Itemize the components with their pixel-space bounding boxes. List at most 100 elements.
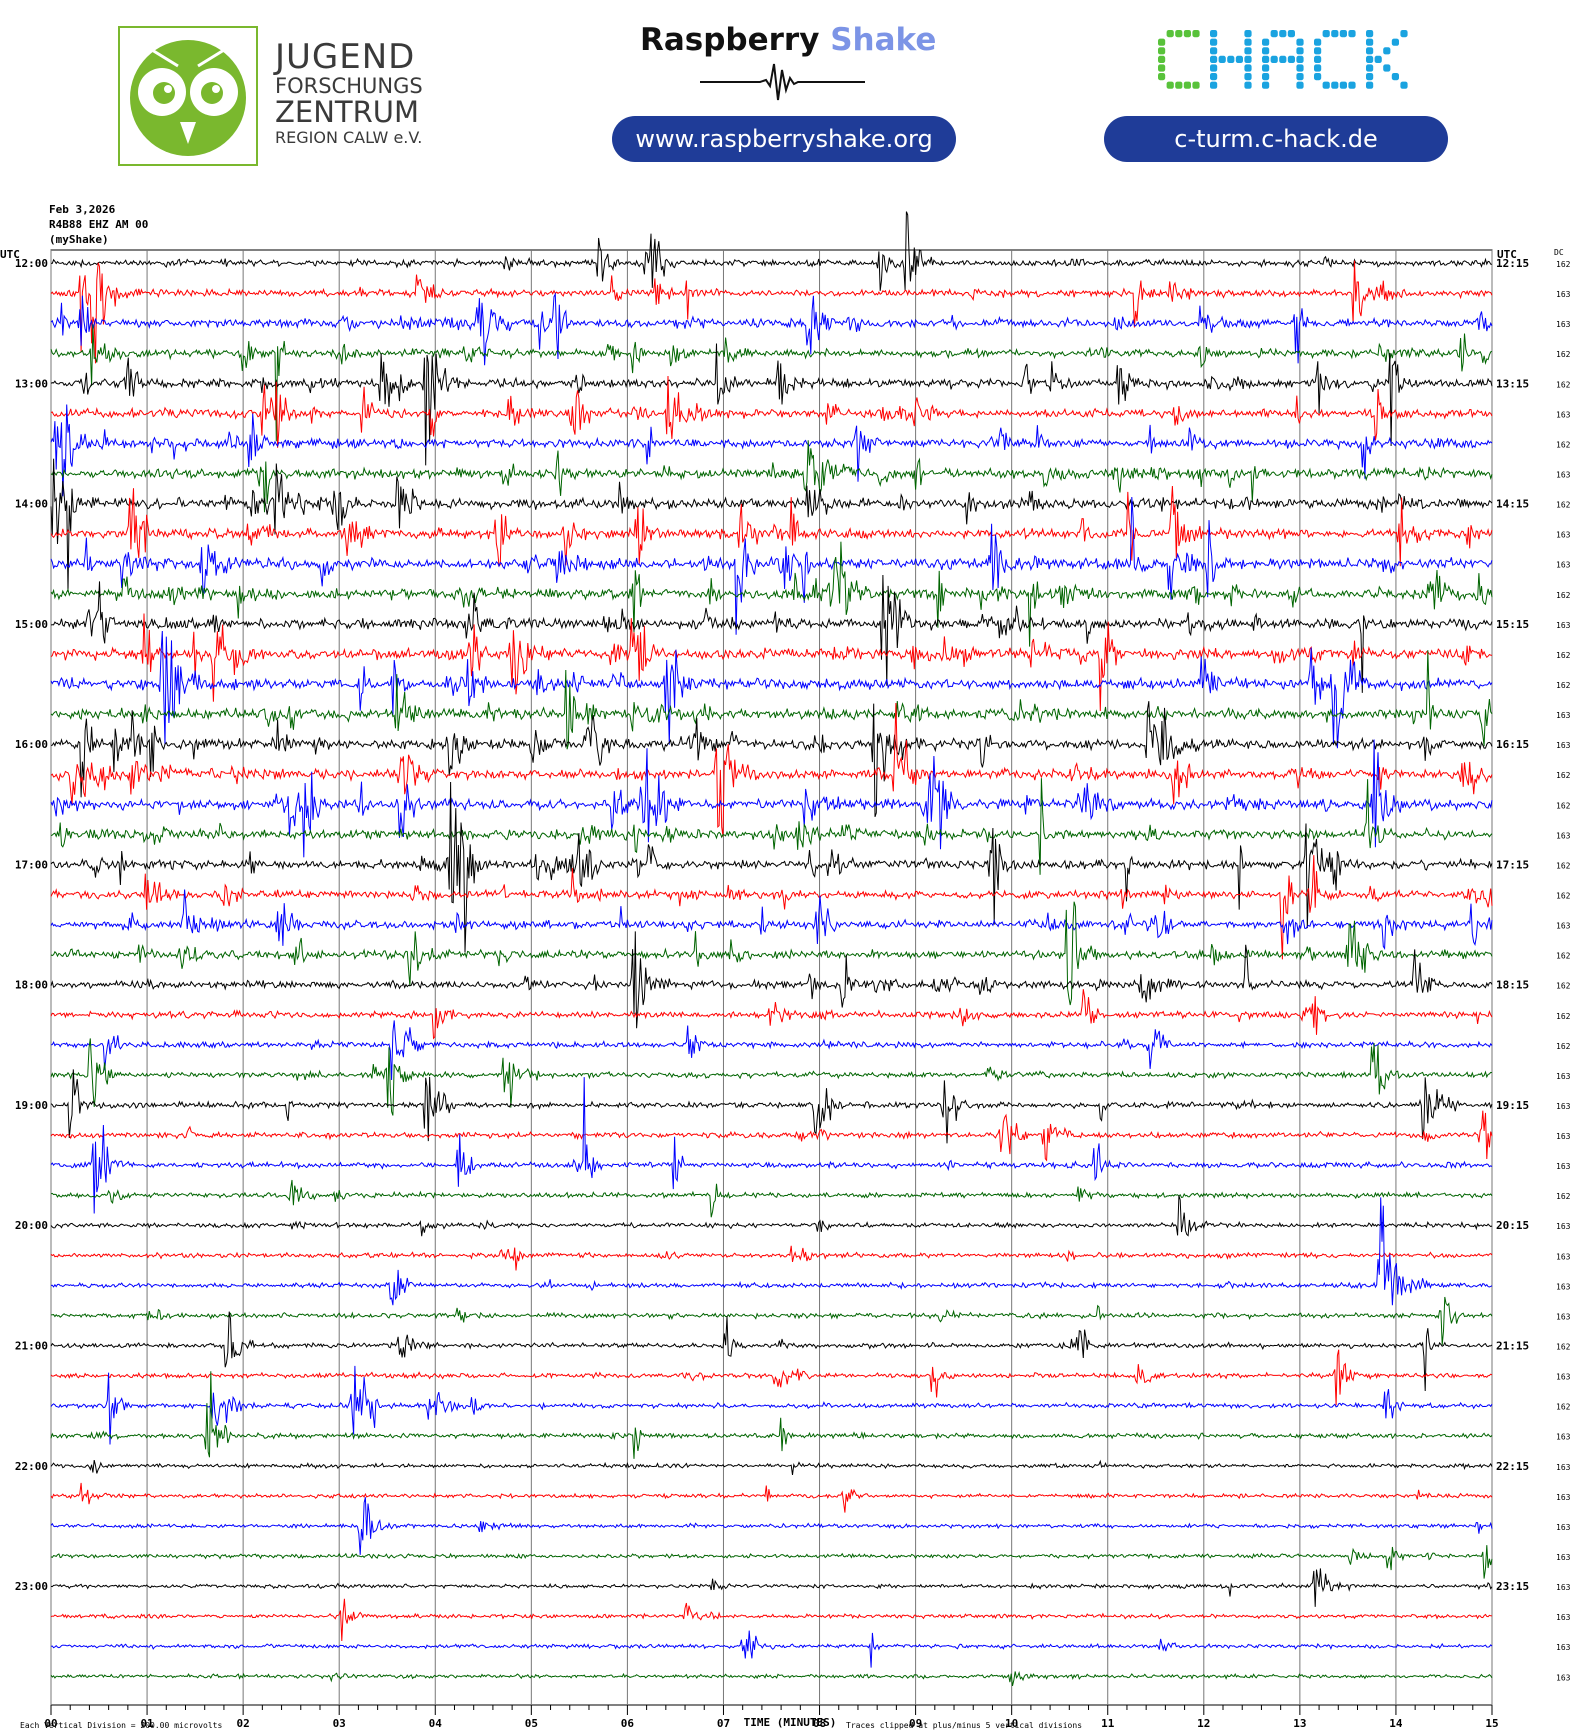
dc-value: 16300 (1556, 1433, 1570, 1442)
hour-label-right: 23:15 (1496, 1580, 1529, 1593)
seismic-trace (50, 458, 1493, 592)
chack-logo-dot (1270, 55, 1278, 63)
seismo-wave-icon (700, 63, 865, 101)
dc-column-title: DC (1554, 248, 1564, 257)
chack-logo-dot (1192, 81, 1200, 89)
chack-logo (1158, 30, 1408, 89)
rs-title-part1: Raspberry (640, 22, 820, 58)
seismic-trace (50, 1195, 1493, 1237)
dc-value: 16298 (1556, 1403, 1570, 1412)
chack-logo-dot (1314, 55, 1322, 63)
seismic-trace (50, 343, 1493, 466)
hour-label-right: 18:15 (1496, 979, 1529, 992)
hour-label-left: 15:00 (15, 618, 48, 631)
x-axis-title: TIME (MINUTES) (744, 1716, 837, 1729)
chack-logo-dot (1314, 38, 1322, 46)
chack-logo-dot (1339, 81, 1347, 89)
chack-logo-dot (1322, 30, 1330, 38)
hour-label-right: 17:15 (1496, 858, 1529, 871)
chack-logo-dot (1210, 55, 1218, 63)
rs-url-link[interactable]: www.raspberryshake.org (612, 116, 956, 162)
seismic-trace (50, 1630, 1493, 1668)
chack-logo-dot (1262, 38, 1270, 46)
hour-label-right: 15:15 (1496, 618, 1529, 631)
dc-value: 16301 (1556, 741, 1570, 750)
seismic-trace (50, 781, 1493, 953)
chack-logo-dot (1374, 55, 1382, 63)
chack-logo-dot (1270, 30, 1278, 38)
hour-label-right: 21:15 (1496, 1340, 1529, 1353)
chack-url-link[interactable]: c-turm.c-hack.de (1104, 116, 1448, 162)
footer-scale-note: Each Vertical Division = 200.00 microvol… (20, 1721, 222, 1730)
chack-logo-dot (1339, 30, 1347, 38)
chack-logo-dot (1158, 64, 1166, 72)
right-axis-title: UTC (1497, 248, 1517, 261)
dc-value: 16300 (1556, 1282, 1570, 1291)
chack-logo-dot (1348, 81, 1356, 89)
dc-value: 16280 (1556, 952, 1570, 961)
chack-logo-dot (1244, 30, 1252, 38)
plot-frame (50, 249, 1493, 1706)
chack-logo-dot (1227, 55, 1235, 63)
hour-label-right: 14:15 (1496, 498, 1529, 511)
seismic-trace (50, 1296, 1493, 1346)
chack-logo-dot (1210, 38, 1218, 46)
hour-label-left: 21:00 (15, 1340, 48, 1353)
seismic-trace (50, 574, 1493, 693)
dc-value: 16302 (1556, 1523, 1570, 1532)
chack-logo-dot (1210, 81, 1218, 89)
seismic-trace (50, 1179, 1493, 1218)
dc-value: 16305 (1556, 561, 1570, 570)
seismic-trace (50, 1545, 1493, 1579)
seismic-trace (50, 1568, 1493, 1607)
dc-value: 16297 (1556, 380, 1570, 389)
chack-logo-dot (1210, 73, 1218, 81)
seismic-trace (50, 1110, 1493, 1162)
seismic-trace (50, 1671, 1493, 1687)
hour-label-left: 19:00 (15, 1099, 48, 1112)
dc-value: 16344 (1556, 531, 1570, 540)
seismic-trace (50, 778, 1493, 875)
chack-logo-dot (1158, 73, 1166, 81)
dc-value: 16297 (1556, 1343, 1570, 1352)
dc-value: 16298 (1556, 771, 1570, 780)
x-tick-label: 14 (1389, 1717, 1403, 1730)
hour-label-right: 20:15 (1496, 1219, 1529, 1232)
chack-logo-dot (1183, 30, 1191, 38)
dc-value: 16304 (1556, 1312, 1570, 1321)
chack-logo-dot (1322, 81, 1330, 89)
seismic-trace (50, 702, 1493, 837)
x-tick-label: 11 (1101, 1717, 1115, 1730)
hour-label-left: 18:00 (15, 979, 48, 992)
dc-value: 16303 (1556, 1162, 1570, 1171)
chack-logo-dot (1366, 55, 1374, 63)
chack-logo-dot (1175, 30, 1183, 38)
chack-logo-dot (1262, 81, 1270, 89)
chack-logo-dot (1244, 73, 1252, 81)
left-axis-title: UTC (0, 248, 20, 261)
chack-logo-dot (1279, 55, 1287, 63)
chack-logo-dot (1183, 81, 1191, 89)
dc-value: 16301 (1556, 711, 1570, 720)
chack-logo-dot (1244, 64, 1252, 72)
hour-label-left: 16:00 (15, 738, 48, 751)
chack-logo-dot (1158, 47, 1166, 55)
seismic-trace (50, 989, 1493, 1040)
chack-logo-dot (1296, 73, 1304, 81)
chack-logo-dot (1262, 64, 1270, 72)
x-tick-label: 04 (429, 1717, 443, 1730)
chack-logo-dot (1235, 55, 1243, 63)
jfz-logo-text: JUGEND FORSCHUNGS ZENTRUM REGION CALW e.… (275, 40, 423, 146)
seismic-trace (50, 404, 1493, 497)
plot-date: Feb 3,2026 (49, 203, 116, 216)
x-tick-label: 15 (1485, 1717, 1498, 1730)
jfz-line-1: JUGEND (275, 37, 416, 77)
chack-logo-dot (1262, 47, 1270, 55)
seismic-trace (50, 324, 1493, 442)
hour-label-left: 23:00 (15, 1580, 48, 1593)
jfz-line-4: REGION CALW e.V. (275, 128, 423, 147)
dc-value: 16304 (1556, 1673, 1570, 1682)
seismic-trace (50, 650, 1493, 750)
